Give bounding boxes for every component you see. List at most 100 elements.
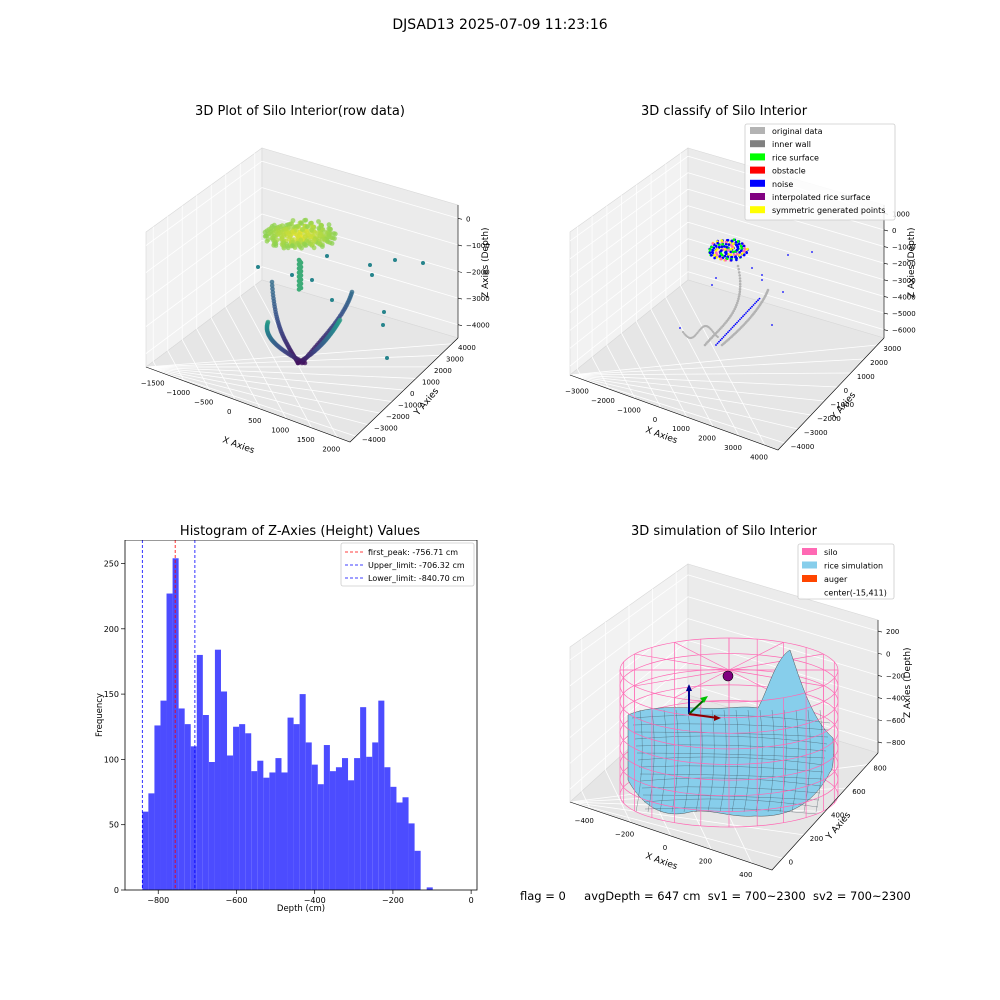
- chart1-point: [325, 254, 329, 258]
- chart4-y-tick: 0: [789, 858, 793, 866]
- chart1-point: [325, 239, 331, 245]
- chart2-legend-label: noise: [772, 180, 793, 189]
- chart1-point: [269, 283, 275, 288]
- chart2-y-tick: −1000: [830, 401, 854, 409]
- chart2-point: [752, 304, 755, 306]
- chart3-bar: [311, 764, 318, 890]
- chart1-point: [382, 310, 386, 314]
- chart2-point: [740, 316, 743, 319]
- chart1-point: [316, 219, 321, 224]
- chart2-point: [740, 242, 744, 245]
- chart2-point: [696, 331, 699, 334]
- chart2-legend-label: inner wall: [772, 140, 811, 149]
- chart3-bar: [378, 700, 385, 890]
- chart1-point: [262, 233, 268, 239]
- chart2-point: [679, 327, 681, 329]
- chart3-bar: [208, 762, 215, 890]
- chart1-z-tick: −3000: [466, 295, 490, 303]
- chart2-point: [758, 297, 761, 300]
- chart1-x-ticks: −1500−1000 −500 0 500 1000 1500 2000: [141, 380, 340, 454]
- status-sv1: sv1 = 700~2300: [707, 889, 806, 903]
- chart1-xlabel: X Axies: [221, 435, 256, 456]
- chart2-point: [724, 258, 727, 262]
- chart3-bar: [202, 715, 209, 890]
- chart2-point: [745, 312, 747, 314]
- chart1-point: [298, 237, 304, 243]
- chart3-bar: [142, 811, 149, 890]
- chart2-y-ticks: −4000 −3000 −2000 −1000 0 1000 2000 3000: [791, 345, 902, 451]
- chart2-point: [711, 330, 715, 333]
- chart2-point: [733, 253, 736, 256]
- chart4-z-tick: 200: [886, 628, 899, 636]
- chart4-title: 3D simulation of Silo Interior: [631, 524, 817, 539]
- chart2-legend-label: obstacle: [772, 167, 806, 176]
- chart2-point: [718, 340, 720, 343]
- chart2-point: [738, 279, 742, 283]
- chart3-bar: [251, 771, 258, 890]
- chart4-y-tick: 600: [852, 788, 865, 796]
- chart2-legend-swatch: [750, 206, 765, 214]
- chart1-point: [294, 227, 299, 233]
- chart3-bar: [329, 771, 336, 890]
- chart2-point: [737, 271, 741, 274]
- chart4-legend-label: center(-15,411): [824, 589, 887, 598]
- chart2-point: [742, 249, 746, 253]
- chart1-y-tick: −1000: [398, 402, 422, 410]
- chart2-point: [738, 292, 741, 296]
- chart4-x-tick: −200: [615, 830, 634, 838]
- chart2-z-tick: 1000: [892, 210, 910, 218]
- status-avg-depth: avgDepth = 647 cm: [584, 889, 701, 903]
- chart4-legend-swatch: [802, 548, 817, 555]
- chart3-bar: [160, 700, 167, 890]
- chart2-point: [721, 337, 723, 340]
- chart1-point: [269, 279, 275, 285]
- chart2-point: [716, 241, 719, 245]
- chart3-legend-label: first_peak: -756.71 cm: [368, 548, 458, 557]
- chart1-points: [256, 217, 425, 366]
- chart2-point: [735, 252, 739, 256]
- chart2-point: [681, 330, 685, 334]
- chart2-point: [724, 334, 726, 337]
- chart2-point: [738, 277, 742, 280]
- chart2-y-tick: 3000: [883, 345, 901, 353]
- chart3-y-tick: 0: [114, 886, 119, 895]
- chart3-bar: [299, 694, 306, 890]
- chart2-point: [708, 248, 712, 251]
- chart2-legend-label: rice surface: [772, 153, 819, 162]
- chart2-point: [736, 264, 740, 268]
- chart2-legend-swatch: [750, 179, 765, 187]
- chart1-point: [303, 217, 309, 223]
- chart2-point: [720, 239, 724, 242]
- chart2-grid: [569, 153, 885, 446]
- chart2-point: [730, 255, 734, 259]
- chart2-point: [737, 295, 741, 298]
- chart2-point: [721, 242, 724, 246]
- chart4-legend-label: auger: [824, 575, 848, 584]
- chart2-point: [708, 251, 712, 254]
- chart1-title: 3D Plot of Silo Interior(row data): [195, 104, 405, 119]
- chart2-point: [771, 324, 773, 326]
- chart2-point: [751, 267, 753, 269]
- chart4-legend-label: rice simulation: [824, 562, 883, 571]
- chart1-point: [273, 241, 279, 247]
- chart4-zlabel: Z Axies (Depth): [903, 647, 913, 718]
- chart2-z-tick: −3000: [892, 277, 916, 285]
- chart1-point: [320, 244, 325, 249]
- chart2-point: [754, 302, 756, 305]
- chart1-point: [326, 226, 332, 232]
- chart2-x-tick: 2000: [698, 435, 716, 443]
- chart3-bar: [384, 767, 391, 890]
- chart2-point: [757, 299, 759, 302]
- chart2-y-tick: −2000: [817, 415, 841, 423]
- chart4-y-tick: 200: [810, 835, 823, 843]
- chart2-point: [735, 301, 739, 305]
- chart2-legend-label: interpolated rice surface: [772, 193, 870, 202]
- chart2-x-ticks: −3000−2000−1000 0 1000 2000 3000 4000: [565, 388, 768, 462]
- chart2-point: [740, 247, 743, 250]
- chart1-point: [283, 226, 289, 232]
- chart2-z-tick: 0: [892, 227, 896, 235]
- chart2-point: [719, 252, 723, 255]
- chart1-point: [326, 222, 332, 228]
- chart2-y-tick: 2000: [870, 359, 888, 367]
